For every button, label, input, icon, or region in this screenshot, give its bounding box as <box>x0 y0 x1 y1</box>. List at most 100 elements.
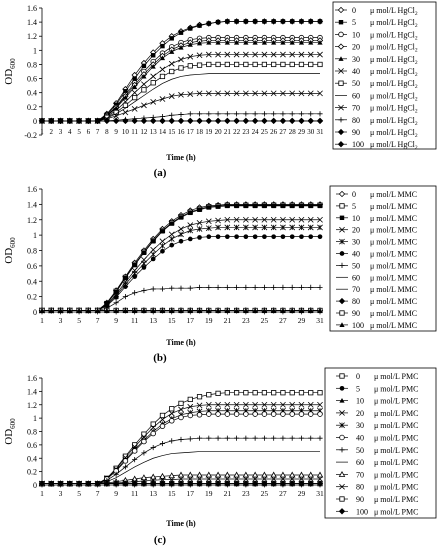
data-point <box>205 51 212 58</box>
data-point <box>215 307 221 313</box>
data-point <box>122 464 128 470</box>
legend-entry: 20 μ mol/L PMC <box>336 409 418 418</box>
data-point <box>188 26 193 31</box>
data-point <box>188 210 193 216</box>
x-tick-label: 3 <box>59 316 63 325</box>
data-point <box>187 236 193 242</box>
x-tick-label: 1 <box>40 128 44 136</box>
data-point <box>123 89 128 94</box>
data-point <box>271 19 276 24</box>
data-point <box>271 111 277 117</box>
data-point <box>159 440 166 447</box>
data-point <box>187 227 194 234</box>
legend-marker <box>338 117 344 123</box>
data-point <box>159 286 166 292</box>
data-point <box>289 61 295 68</box>
data-point <box>187 396 193 403</box>
data-point <box>298 307 305 313</box>
data-point <box>298 476 305 482</box>
y-tick-label: 0.8 <box>27 247 37 256</box>
legend-marker <box>339 238 345 245</box>
data-point <box>280 224 286 231</box>
x-tick-label: 18 <box>196 128 204 136</box>
data-point <box>289 117 296 125</box>
data-point <box>261 39 267 45</box>
legend-marker <box>339 483 345 490</box>
data-point <box>150 480 157 487</box>
legend-marker <box>339 398 345 403</box>
data-point <box>280 61 286 68</box>
data-point <box>150 98 157 105</box>
x-tick-label: 17 <box>187 489 195 498</box>
data-point <box>224 224 231 231</box>
x-tick-label: 23 <box>242 489 250 498</box>
x-tick-label: 31 <box>317 128 325 136</box>
data-point <box>279 117 287 125</box>
data-point <box>67 307 73 313</box>
legend-marker <box>339 310 345 316</box>
data-point <box>159 423 166 429</box>
x-tick-label: 17 <box>187 316 195 325</box>
data-point <box>187 403 194 410</box>
panel-label-b: (b) <box>153 352 167 364</box>
data-point <box>178 414 184 421</box>
y-tick-label: 1.2 <box>27 32 37 41</box>
data-point <box>141 102 147 109</box>
data-point <box>169 112 175 118</box>
legend-marker <box>337 141 345 148</box>
data-point <box>270 90 277 97</box>
data-point <box>298 471 305 478</box>
data-point <box>261 61 268 68</box>
data-point <box>252 435 258 441</box>
data-point <box>261 435 267 441</box>
data-point <box>224 411 231 417</box>
legend-marker <box>337 6 345 14</box>
data-point <box>178 231 184 238</box>
data-point <box>298 435 305 441</box>
legend-marker <box>339 373 345 379</box>
data-point <box>252 307 258 313</box>
data-point <box>298 224 305 231</box>
legend-entry: 100 μ mol/L MMC <box>336 321 417 330</box>
data-point <box>224 307 230 313</box>
data-point <box>289 216 296 223</box>
x-tick-label: 10 <box>122 128 130 136</box>
data-point <box>224 117 231 125</box>
data-point <box>215 224 221 231</box>
legend-label: 90 μ mol/L PMC <box>356 495 418 504</box>
data-point <box>169 285 175 291</box>
data-point <box>261 480 268 487</box>
data-point <box>122 294 128 300</box>
legend-label: 10 μ mol/L MMC <box>352 214 417 223</box>
data-point <box>224 390 230 396</box>
x-tick-label: 24 <box>252 128 260 136</box>
data-point <box>196 412 203 418</box>
data-point <box>233 471 240 478</box>
data-point <box>215 476 221 482</box>
data-point <box>187 91 194 97</box>
legend-marker <box>339 422 345 429</box>
data-point <box>159 472 166 479</box>
data-point <box>242 51 249 58</box>
data-point <box>94 480 101 487</box>
data-point <box>308 19 313 24</box>
legend-entry: 90 μ mol/L HgCl2 <box>335 128 418 139</box>
x-tick-label: 13 <box>149 489 157 498</box>
data-point <box>289 234 295 240</box>
data-point <box>308 61 314 68</box>
data-point <box>196 90 203 97</box>
x-tick-label: 29 <box>298 489 306 498</box>
data-point <box>280 39 286 45</box>
data-point <box>243 284 249 290</box>
data-point <box>234 307 240 313</box>
legend-label: 30 μ mol/L MMC <box>352 238 417 247</box>
data-point <box>234 435 240 441</box>
data-point <box>132 84 138 90</box>
data-point <box>141 87 147 93</box>
data-point <box>243 411 249 417</box>
data-point <box>141 81 147 88</box>
data-point <box>168 93 175 100</box>
data-point <box>234 234 239 240</box>
